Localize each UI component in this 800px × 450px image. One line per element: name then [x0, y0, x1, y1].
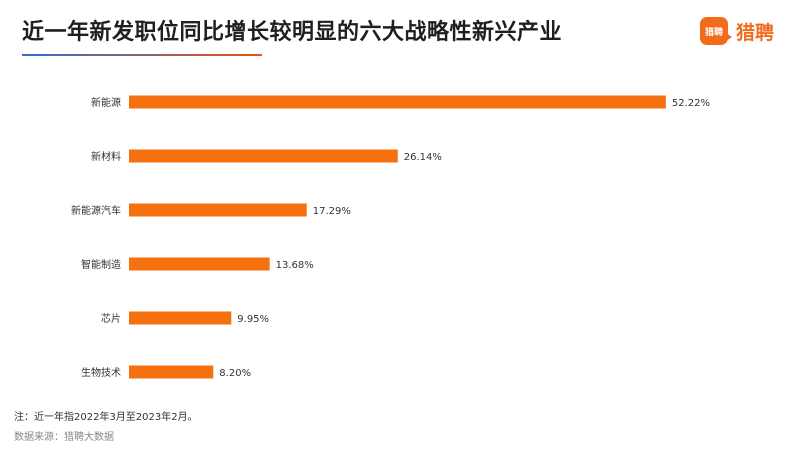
bar — [129, 257, 270, 271]
liepin-logo-icon: 猎聘 — [700, 17, 732, 45]
category-label: 智能制造 — [81, 258, 121, 271]
value-label: 26.14% — [404, 152, 442, 163]
title-underline — [22, 54, 262, 56]
category-label: 生物技术 — [81, 366, 121, 379]
category-label: 芯片 — [101, 312, 121, 325]
value-label: 13.68% — [276, 260, 314, 271]
bar — [129, 203, 307, 217]
bar — [129, 311, 232, 325]
bar — [129, 95, 666, 109]
data-source: 数据来源：猎聘大数据 — [14, 432, 114, 443]
bar — [129, 149, 398, 163]
value-label: 9.95% — [237, 314, 269, 325]
liepin-logo: 猎聘 猎聘 — [700, 16, 774, 46]
liepin-logo-text: 猎聘 — [736, 21, 775, 44]
bar — [129, 365, 214, 379]
category-label: 新能源 — [91, 96, 121, 109]
value-label: 8.20% — [219, 368, 251, 379]
value-label: 52.22% — [672, 98, 710, 109]
chart-title: 近一年新发职位同比增长较明显的六大战略性新兴产业 — [22, 20, 563, 45]
category-label: 新材料 — [91, 150, 121, 163]
category-label: 新能源汽车 — [71, 204, 121, 217]
value-label: 17.29% — [313, 206, 351, 217]
footnote: 注：近一年指2022年3月至2023年2月。 — [14, 412, 198, 423]
